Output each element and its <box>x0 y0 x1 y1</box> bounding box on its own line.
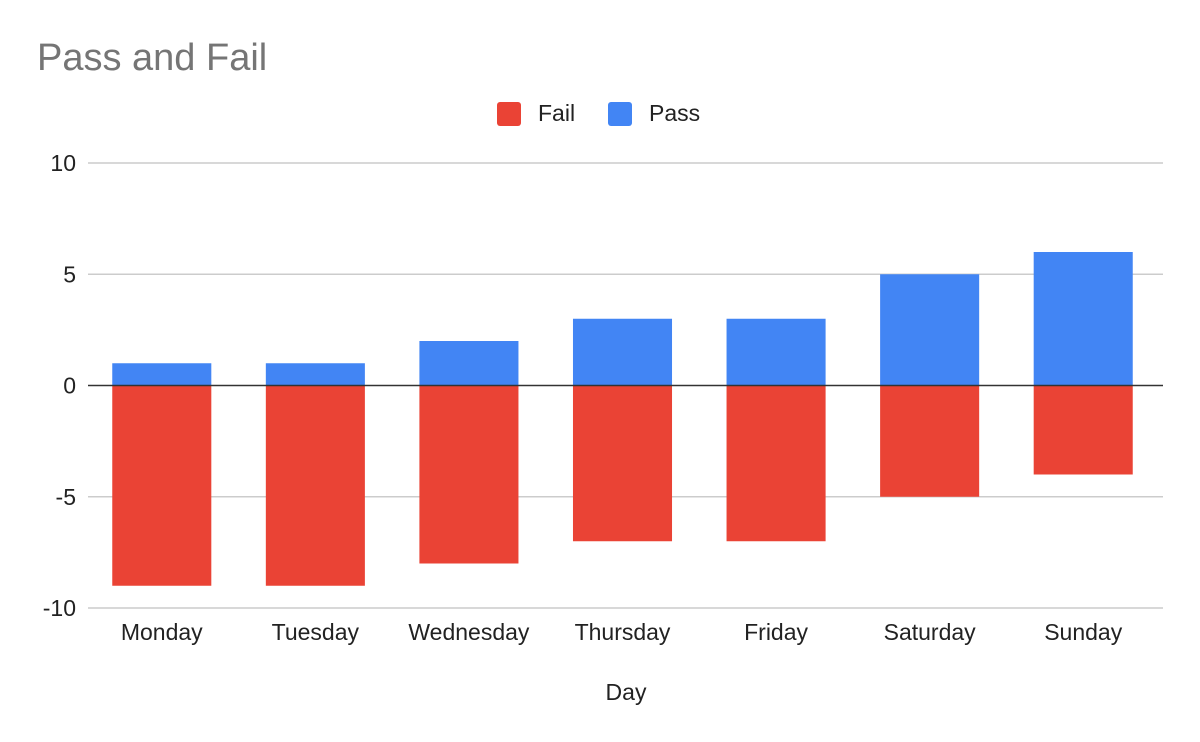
x-tick-label: Saturday <box>884 619 977 645</box>
x-tick-label: Wednesday <box>408 619 530 645</box>
bar-pass-monday <box>112 363 212 386</box>
bar-pass-saturday <box>880 274 980 386</box>
bar-pass-thursday <box>572 318 673 386</box>
y-tick-label: 5 <box>63 261 76 287</box>
legend: Fail Pass <box>497 100 700 126</box>
bar-fail-tuesday <box>265 385 365 586</box>
bar-fail-friday <box>726 385 826 542</box>
x-tick-label: Sunday <box>1044 619 1123 645</box>
y-tick-label: -5 <box>56 484 76 510</box>
legend-label-pass: Pass <box>649 100 700 126</box>
y-tick-label: -10 <box>43 595 76 621</box>
bar-pass-tuesday <box>265 363 365 386</box>
legend-label-fail: Fail <box>538 100 575 126</box>
x-axis-tick-labels: Monday Tuesday Wednesday Thursday Friday Satu… <box>121 619 1123 645</box>
y-tick-label: 10 <box>50 150 76 176</box>
bar-fail-saturday <box>880 385 980 497</box>
bar-pass-wednesday <box>419 341 519 386</box>
bar-pass-friday <box>726 318 826 386</box>
x-tick-label: Monday <box>121 619 203 645</box>
bar-pass-sunday <box>1033 252 1133 386</box>
chart-title: Pass and Fail <box>37 37 267 79</box>
bars <box>112 252 1133 586</box>
bar-fail-sunday <box>1033 385 1133 475</box>
x-axis-title: Day <box>606 679 647 705</box>
bar-fail-wednesday <box>419 385 519 564</box>
x-tick-label: Tuesday <box>272 619 360 645</box>
y-tick-label: 0 <box>63 373 76 399</box>
legend-swatch-pass <box>608 102 632 126</box>
bar-fail-thursday <box>572 385 673 542</box>
bar-fail-monday <box>112 385 212 586</box>
x-tick-label: Thursday <box>575 619 671 645</box>
x-tick-label: Friday <box>744 619 808 645</box>
y-axis-tick-labels: -10 -5 0 5 10 <box>43 150 76 621</box>
legend-swatch-fail <box>497 102 521 126</box>
